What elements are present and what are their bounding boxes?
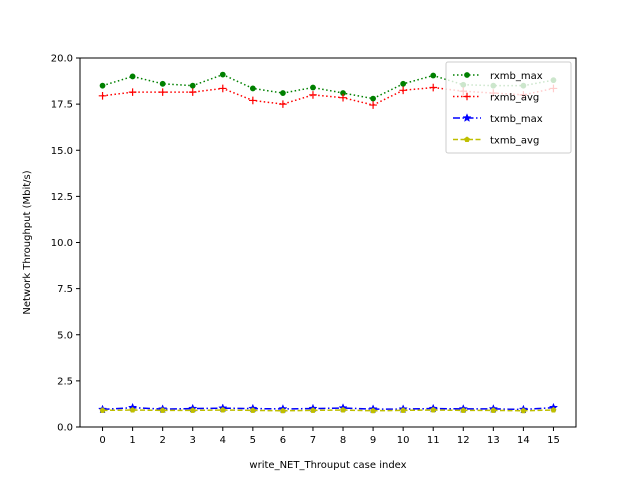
data-point-rxmb_avg xyxy=(218,84,227,93)
legend-box xyxy=(445,61,572,154)
data-point-rxmb_avg xyxy=(158,88,167,96)
y-tick-label: 0.0 xyxy=(57,423,73,434)
legend-label: rxmb_avg xyxy=(490,93,539,104)
x-tick-label: 8 xyxy=(340,435,346,446)
y-tick-label: 15.0 xyxy=(51,146,73,157)
data-point-rxmb_max xyxy=(280,90,286,96)
x-ticks: 0 1 2 3 4 5 6 7 8 9 10 11 12 13 14 15 xyxy=(99,427,560,446)
data-point-rxmb_max xyxy=(99,82,106,89)
data-point-txmb_avg xyxy=(310,407,316,413)
data-point-txmb_avg xyxy=(129,406,136,413)
y-tick-label: 5.0 xyxy=(57,330,73,341)
x-tick-label: 9 xyxy=(370,435,376,446)
data-point-txmb_avg xyxy=(460,407,467,413)
legend-label: rxmb_max xyxy=(490,71,543,82)
x-tick-label: 2 xyxy=(159,435,165,446)
data-point-txmb_avg xyxy=(430,406,437,413)
data-point-rxmb_avg xyxy=(309,91,317,99)
data-point-txmb_avg xyxy=(340,406,346,413)
legend-entry-txmb_avg: txmb_avg xyxy=(453,136,539,147)
x-tick-label: 7 xyxy=(310,435,316,446)
data-point-txmb_avg xyxy=(159,407,166,413)
data-point-rxmb_max xyxy=(249,85,256,92)
data-point-rxmb_avg xyxy=(279,100,287,108)
x-tick-label: 4 xyxy=(220,435,226,446)
legend-label: txmb_max xyxy=(490,114,543,125)
legend-label: txmb_avg xyxy=(490,136,539,147)
data-point-rxmb_avg xyxy=(369,101,377,109)
data-point-txmb_avg xyxy=(99,407,106,413)
legend-marker xyxy=(463,92,471,101)
legend: rxmb_max rxmb_avg txmb_max txmb_avg xyxy=(445,61,572,154)
x-axis-label: write_NET_Throuput case index xyxy=(249,460,406,471)
data-point-rxmb_avg xyxy=(188,88,197,96)
legend-marker xyxy=(462,113,472,122)
series-line-rxmb_max xyxy=(102,73,554,100)
legend-marker xyxy=(464,72,470,78)
x-tick-label: 14 xyxy=(517,435,530,446)
y-tick-label: 10.0 xyxy=(51,238,73,249)
x-tick-label: 1 xyxy=(129,435,135,446)
legend-entry-rxmb_max: rxmb_max xyxy=(453,71,543,82)
data-point-txmb_avg xyxy=(219,406,226,413)
data-point-rxmb_avg xyxy=(399,86,407,95)
data-point-rxmb_max xyxy=(159,80,166,87)
data-point-rxmb_max xyxy=(219,71,226,78)
data-point-txmb_avg xyxy=(249,407,256,413)
series-line-txmb_avg xyxy=(102,409,554,412)
x-tick-label: 5 xyxy=(250,435,256,446)
data-point-txmb_avg xyxy=(400,407,407,413)
y-tick-label: 20.0 xyxy=(51,54,73,65)
data-point-rxmb_avg xyxy=(128,88,137,96)
y-tick-label: 7.5 xyxy=(57,284,73,295)
data-point-txmb_avg xyxy=(370,407,377,414)
data-point-rxmb_max xyxy=(430,72,437,79)
data-point-rxmb_avg xyxy=(249,96,257,105)
data-point-rxmb_max xyxy=(370,95,376,102)
data-point-rxmb_avg xyxy=(339,93,347,102)
data-point-rxmb_max xyxy=(129,73,136,80)
data-point-rxmb_max xyxy=(310,84,316,91)
data-point-rxmb_avg xyxy=(429,83,438,92)
x-tick-label: 12 xyxy=(457,435,470,446)
series-line-txmb_max xyxy=(102,406,554,411)
y-ticks: 0.0 2.5 5.0 7.5 10.0 12.5 15.0 17.5 20.0 xyxy=(51,54,80,434)
data-point-txmb_avg xyxy=(490,407,497,413)
legend-marker xyxy=(464,136,470,143)
data-point-txmb_avg xyxy=(279,407,286,414)
legend-entry-rxmb_avg: rxmb_avg xyxy=(453,93,539,104)
y-tick-label: 2.5 xyxy=(57,376,73,387)
y-tick-label: 12.5 xyxy=(51,192,73,203)
x-tick-label: 10 xyxy=(397,435,410,446)
data-point-txmb_avg xyxy=(520,407,527,414)
x-tick-label: 3 xyxy=(190,435,196,446)
x-tick-label: 15 xyxy=(547,435,560,446)
x-tick-label: 13 xyxy=(487,435,500,446)
data-point-txmb_avg xyxy=(550,406,557,413)
x-tick-label: 0 xyxy=(99,435,105,446)
series-txmb_avg xyxy=(99,406,557,414)
x-tick-label: 11 xyxy=(427,435,440,446)
legend-entry-txmb_max: txmb_max xyxy=(453,113,543,125)
data-point-rxmb_avg xyxy=(98,92,107,100)
y-tick-label: 17.5 xyxy=(51,100,73,111)
data-point-txmb_avg xyxy=(189,407,196,413)
data-point-rxmb_max xyxy=(189,82,196,89)
data-point-rxmb_max xyxy=(400,80,407,87)
y-axis-label: Network Throughput (Mbit/s) xyxy=(22,170,33,314)
x-tick-label: 6 xyxy=(280,435,286,446)
